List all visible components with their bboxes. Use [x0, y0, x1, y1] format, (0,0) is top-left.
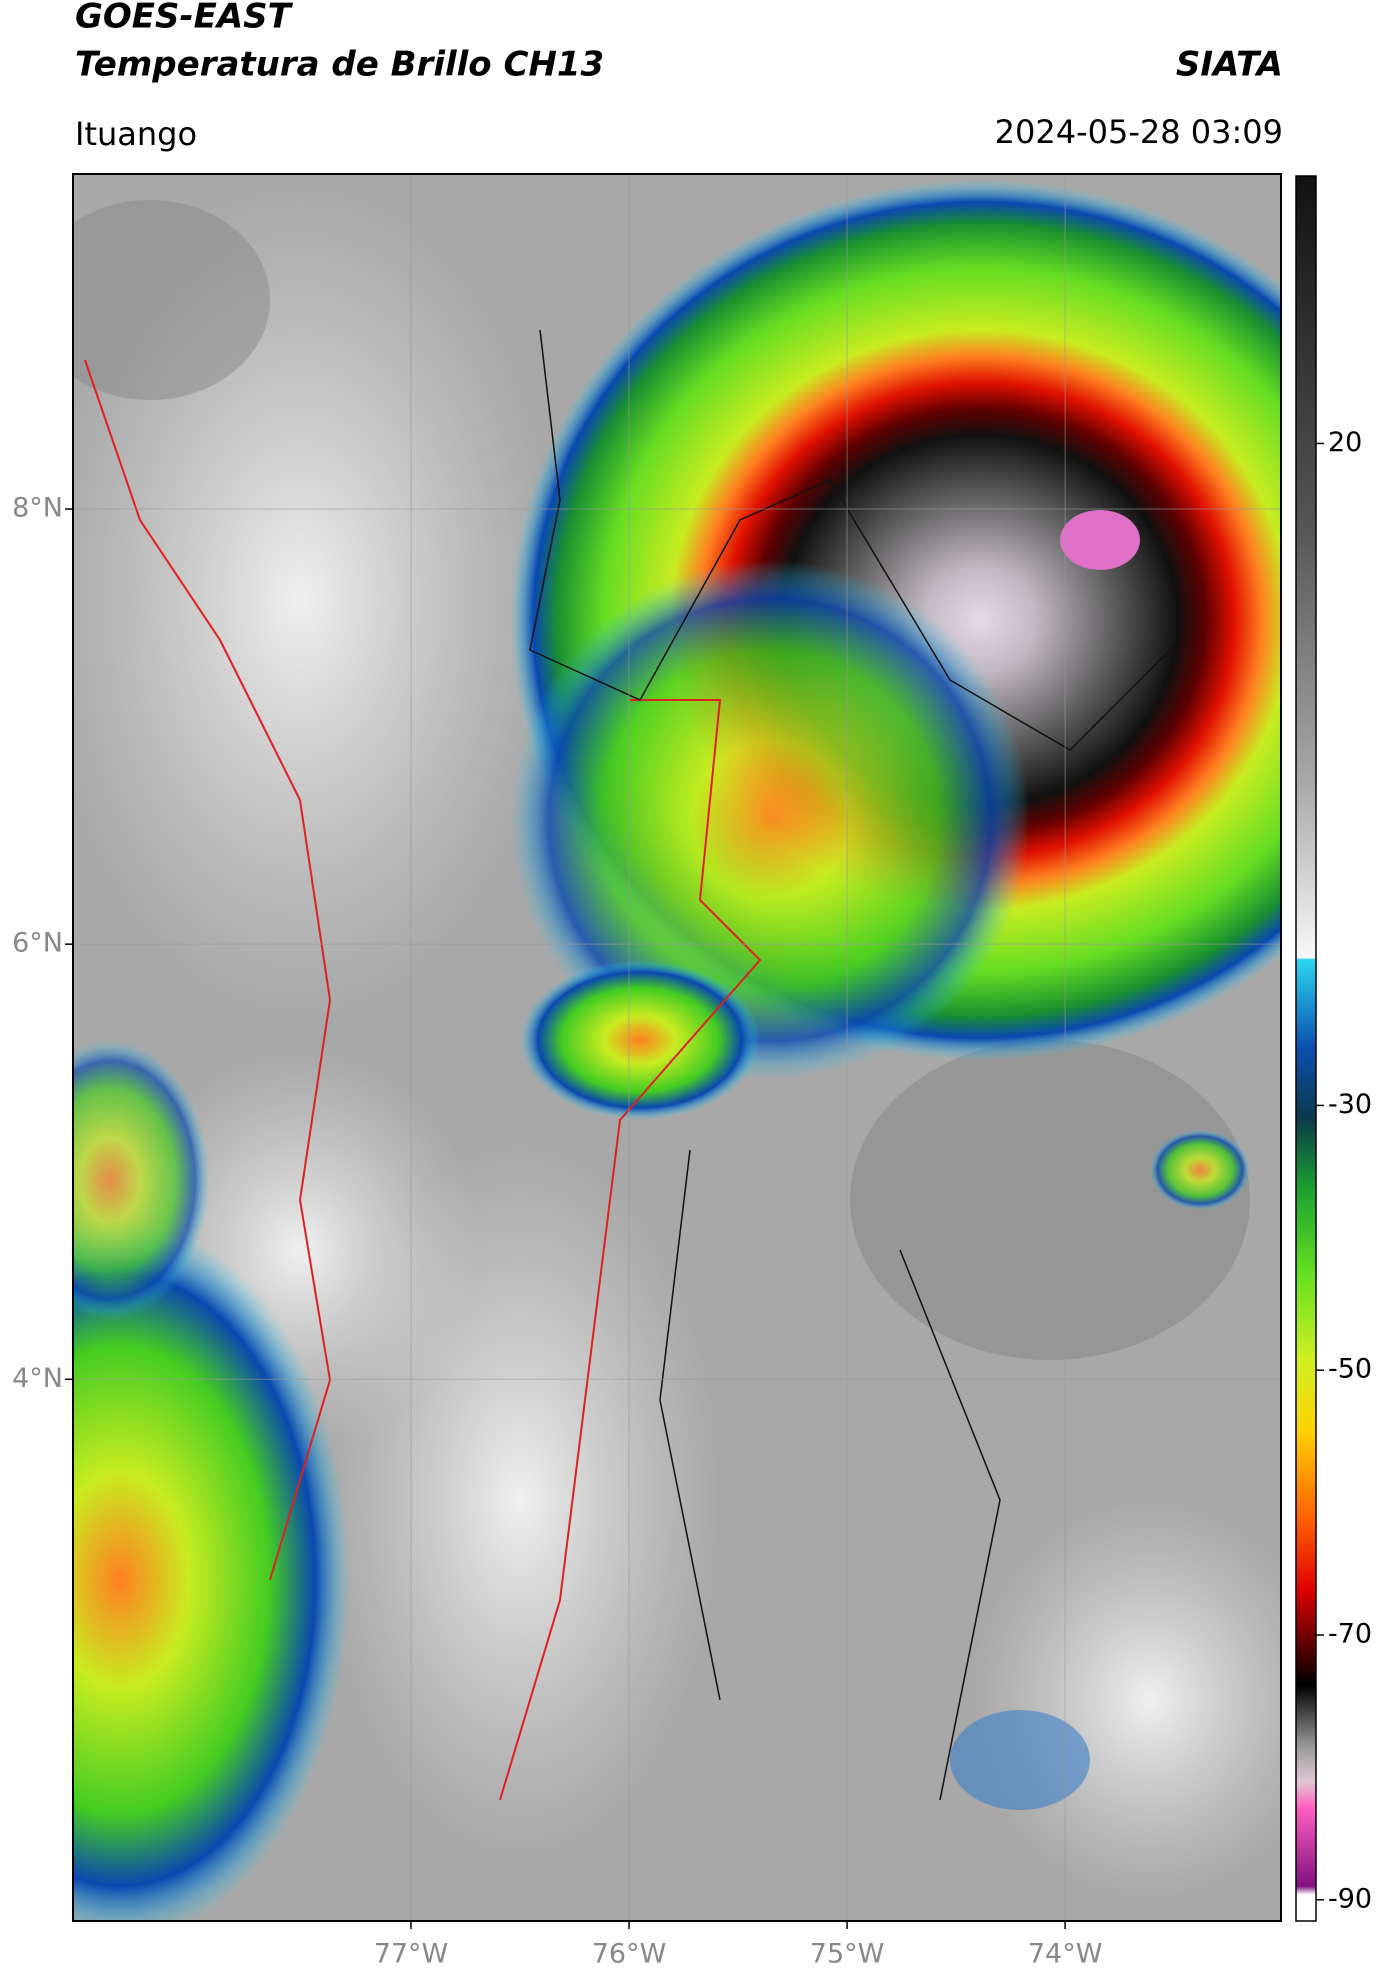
colorbar-tick-label: -70 — [1328, 1619, 1372, 1650]
x-tick-label: 77°W — [374, 1939, 449, 1970]
colorbar-tick-label: -50 — [1328, 1354, 1372, 1385]
x-tick-label: 75°W — [810, 1939, 885, 1970]
y-tick-label: 4°N — [12, 1363, 63, 1394]
satellite: GOES-EAST — [75, 0, 294, 37]
agency: SIATA — [1176, 45, 1283, 85]
map-frame — [72, 173, 1282, 1922]
colorbar — [1295, 175, 1317, 1922]
colorbar-tick-label: 20 — [1328, 427, 1362, 458]
y-tick-label: 8°N — [12, 493, 63, 524]
map-image — [73, 174, 1281, 1921]
x-tick-label: 74°W — [1028, 1939, 1103, 1970]
colorbar-tick-label: -30 — [1328, 1089, 1372, 1120]
product: Temperatura de Brillo CH13 — [75, 45, 604, 85]
colorbar-tick-label: -90 — [1328, 1883, 1372, 1914]
x-tick-label: 76°W — [592, 1939, 667, 1970]
location: Ituango — [75, 115, 197, 153]
y-tick-label: 6°N — [12, 928, 63, 959]
timestamp: 2024-05-28 03:09 — [995, 113, 1283, 151]
graticule — [73, 174, 1281, 1921]
